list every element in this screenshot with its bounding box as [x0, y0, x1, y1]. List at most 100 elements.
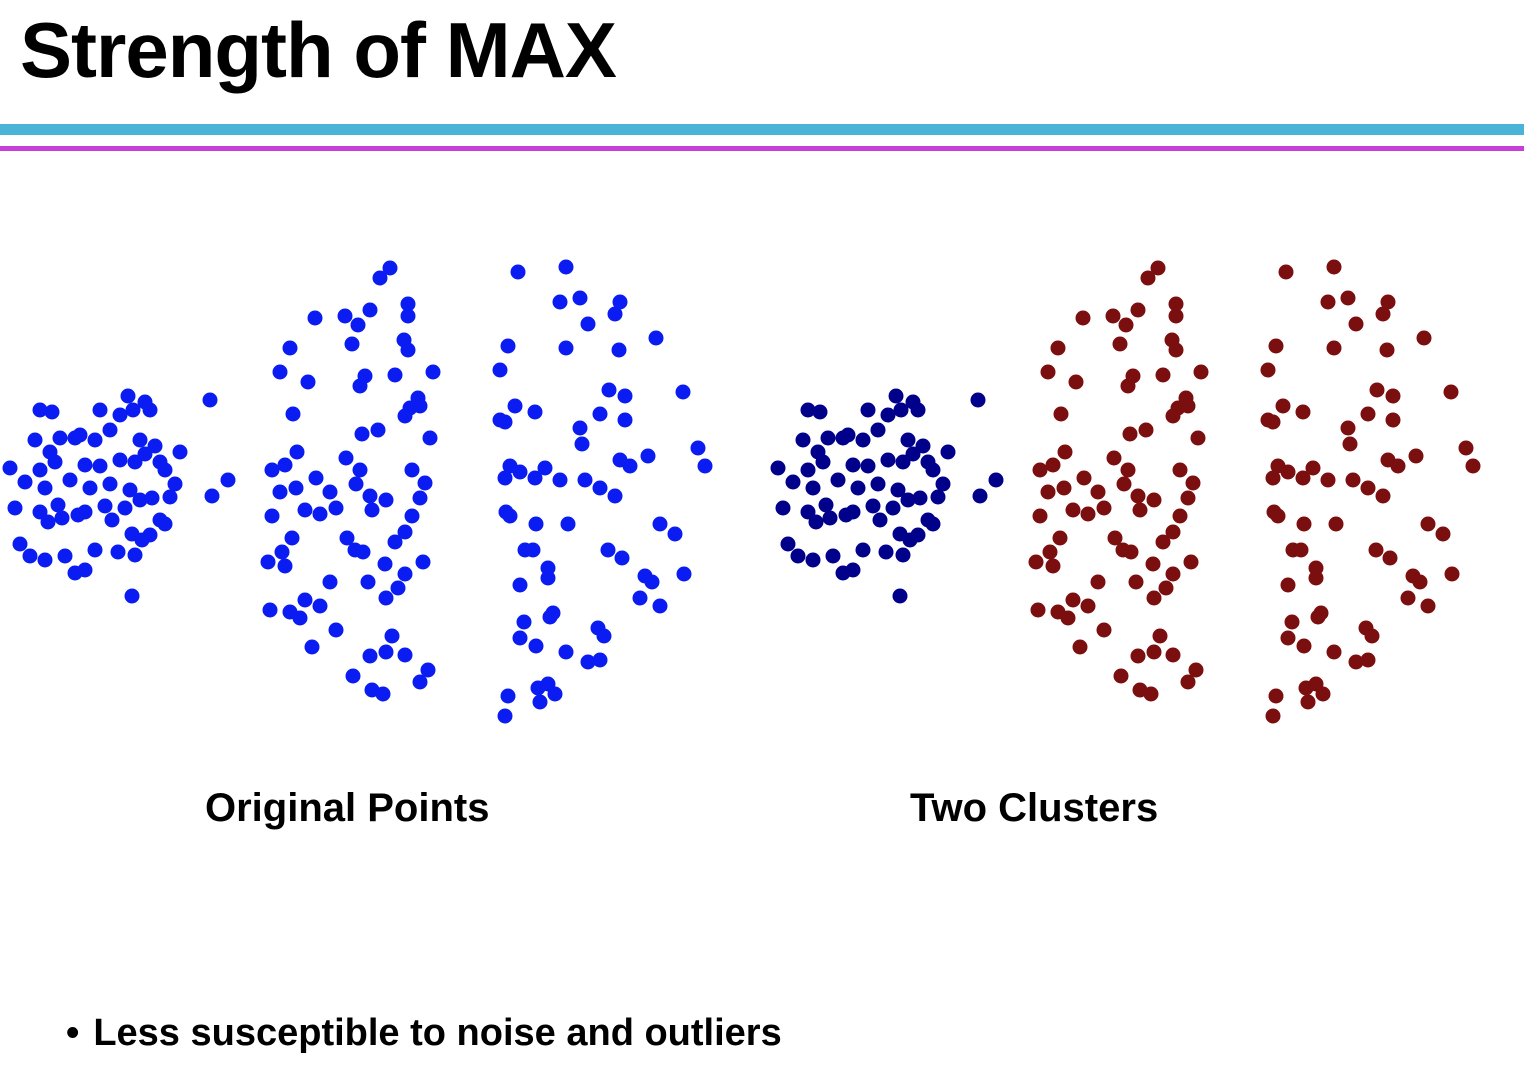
scatter-point	[1265, 708, 1281, 724]
scatter-point	[601, 382, 617, 398]
scatter-point	[895, 454, 911, 470]
scatter-point	[1295, 470, 1311, 486]
scatter-point	[1138, 422, 1154, 438]
scatter-point	[1380, 294, 1396, 310]
scatter-point	[1065, 502, 1081, 518]
scatter-point	[770, 460, 786, 476]
scatter-point	[528, 516, 544, 532]
scatter-point	[292, 610, 308, 626]
scatter-point	[1068, 374, 1084, 390]
scatter-point	[1045, 457, 1061, 473]
scatter-point	[920, 454, 936, 470]
scatter-point	[1040, 484, 1056, 500]
scatter-point	[1072, 639, 1088, 655]
scatter-point	[1326, 340, 1342, 356]
scatter-point	[1165, 408, 1181, 424]
scatter-point	[845, 562, 861, 578]
scatter-point	[1180, 398, 1196, 414]
scatter-point	[607, 306, 623, 322]
scatter-point	[202, 392, 218, 408]
scatter-point	[1300, 694, 1316, 710]
scatter-point	[1122, 426, 1138, 442]
scatter-point	[1369, 382, 1385, 398]
scatter-point	[1375, 306, 1391, 322]
scatter-point	[1328, 516, 1344, 532]
scatter-point	[17, 474, 33, 490]
scatter-point	[528, 638, 544, 654]
scatter-point	[607, 488, 623, 504]
scatter-point	[1375, 488, 1391, 504]
scatter-point	[40, 514, 56, 530]
scatter-point	[1152, 628, 1168, 644]
scatter-point	[124, 588, 140, 604]
scatter-point	[1143, 686, 1159, 702]
scatter-point	[1076, 470, 1092, 486]
scatter-point	[574, 436, 590, 452]
scatter-point	[264, 508, 280, 524]
scatter-point	[70, 507, 86, 523]
scatter-point	[142, 527, 158, 543]
scatter-point	[412, 490, 428, 506]
scatter-point	[572, 290, 588, 306]
scatter-point	[152, 454, 168, 470]
scatter-point	[1130, 488, 1146, 504]
scatter-point	[412, 398, 428, 414]
scatter-point	[1065, 592, 1081, 608]
scatter-point	[805, 552, 821, 568]
scatter-point	[1030, 602, 1046, 618]
scatter-point	[370, 422, 386, 438]
scatter-point	[1340, 290, 1356, 306]
scatter-point	[1284, 614, 1300, 630]
scatter-point	[112, 452, 128, 468]
scatter-point	[404, 462, 420, 478]
scatter-point	[1465, 458, 1481, 474]
scatter-point	[805, 480, 821, 496]
scatter-point	[1132, 502, 1148, 518]
scatter-point	[1032, 462, 1048, 478]
scatter-point	[1106, 450, 1122, 466]
scatter-point	[1275, 398, 1291, 414]
scatter-point	[870, 476, 886, 492]
scatter-point	[600, 542, 616, 558]
scatter-point	[644, 574, 660, 590]
scatter-point	[900, 492, 916, 508]
scatter-point	[352, 462, 368, 478]
scatter-point	[592, 652, 608, 668]
scatter-point	[1379, 342, 1395, 358]
scatter-point	[304, 639, 320, 655]
scatter-point	[102, 422, 118, 438]
scatter-point	[7, 500, 23, 516]
scatter-point	[532, 694, 548, 710]
scatter-point	[397, 408, 413, 424]
scatter-point	[970, 392, 986, 408]
scatter-point	[355, 544, 371, 560]
scatter-point	[1180, 674, 1196, 690]
scatter-point	[377, 556, 393, 572]
scatter-point	[1155, 367, 1171, 383]
scatter-point	[400, 342, 416, 358]
scatter-point	[1308, 570, 1324, 586]
scatter-point	[892, 588, 908, 604]
scatter-point	[417, 475, 433, 491]
scatter-point	[552, 472, 568, 488]
scatter-point	[1056, 480, 1072, 496]
scatter-point	[22, 548, 38, 564]
scatter-point	[147, 438, 163, 454]
scatter-point	[415, 554, 431, 570]
scatter-point	[1146, 492, 1162, 508]
scatter-point	[397, 524, 413, 540]
scatter-point	[1172, 508, 1188, 524]
scatter-point	[1180, 490, 1196, 506]
scatter-point	[1032, 508, 1048, 524]
scatter-point	[132, 492, 148, 508]
scatter-point	[1113, 668, 1129, 684]
scatter-point	[617, 388, 633, 404]
scatter-point	[112, 407, 128, 423]
scatter-point	[525, 542, 541, 558]
scatter-point	[1412, 574, 1428, 590]
scatter-point	[1444, 566, 1460, 582]
scatter-point	[648, 330, 664, 346]
scatter-point	[282, 340, 298, 356]
scatter-point	[1145, 556, 1161, 572]
scatter-point	[815, 454, 831, 470]
